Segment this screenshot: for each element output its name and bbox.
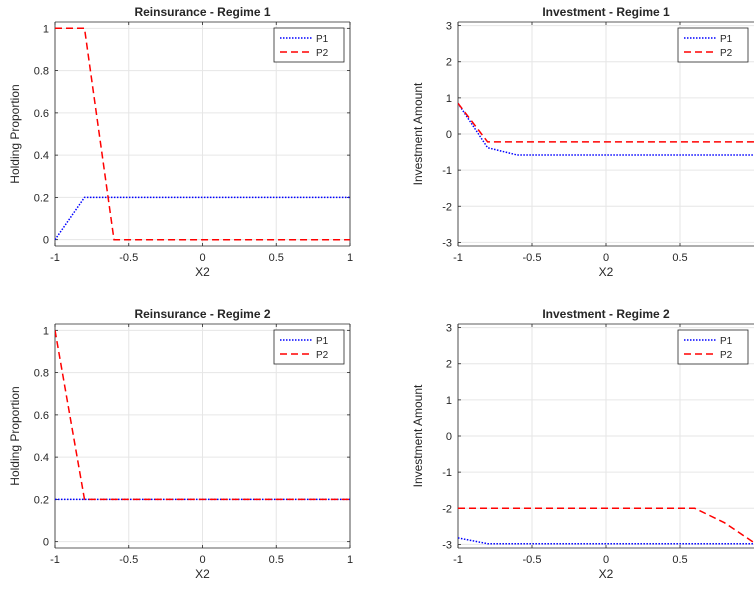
legend-box xyxy=(273,329,345,365)
y-tick-label: 0 xyxy=(446,431,452,443)
y-tick-label: 0.6 xyxy=(34,410,49,422)
x-tick-label: 0 xyxy=(199,252,205,264)
x-tick-label: -0.5 xyxy=(523,252,542,264)
y-tick-label: -1 xyxy=(442,467,452,479)
chart-title: Reinsurance - Regime 1 xyxy=(134,5,270,19)
x-tick-label: -1 xyxy=(50,252,60,264)
chart-panel-3: -1 -0.5 0 0.5 1 0 0.2 0.4 0.6 0.8 1 Reinsurance - R… xyxy=(8,307,353,581)
y-tick-label: 1 xyxy=(43,23,49,35)
y-tick-label: -3 xyxy=(442,237,452,249)
y-tick-label: 0.8 xyxy=(34,368,49,380)
x-tick-label: 0.5 xyxy=(269,554,284,566)
y-axis-label: Investment Amount xyxy=(411,82,425,185)
series-group xyxy=(55,27,350,241)
y-tick-label: 0.2 xyxy=(34,494,49,506)
x-tick-label: 0 xyxy=(603,252,609,264)
x-axis-label: X2 xyxy=(599,567,614,581)
legend-box xyxy=(677,27,749,63)
x-tick-label: 1 xyxy=(347,554,353,566)
x-tick-label: -0.5 xyxy=(119,252,138,264)
series-line-p1 xyxy=(55,196,350,241)
x-tick-label: -0.5 xyxy=(119,554,138,566)
y-tick-label: 1 xyxy=(43,325,49,337)
y-axis-label: Holding Proportion xyxy=(8,84,22,183)
y-tick-label: 1 xyxy=(446,93,452,105)
series-line-p1 xyxy=(458,102,754,156)
y-tick-label: 2 xyxy=(446,57,452,69)
chart-title: Reinsurance - Regime 2 xyxy=(134,307,270,321)
y-tick-label: -3 xyxy=(442,539,452,551)
y-axis-label: Holding Proportion xyxy=(8,386,22,485)
legend-box xyxy=(677,329,749,365)
series-line-p2 xyxy=(458,507,754,544)
chart-panel-2: -1 -0.5 0 0.5 -3 -2 -1 0 1 2 3 Investment - Regime … xyxy=(411,5,754,279)
y-tick-label: 0.2 xyxy=(34,192,49,204)
series-group xyxy=(55,330,350,501)
x-axis-label: X2 xyxy=(195,265,210,279)
x-axis-label: X2 xyxy=(195,567,210,581)
y-tick-label: 1 xyxy=(446,395,452,407)
chart-panel-1: -1 -0.5 0 0.5 1 0 0.2 0.4 0.6 0.8 1 Reinsurance - R… xyxy=(8,5,353,279)
y-tick-label: 0.8 xyxy=(34,66,49,78)
x-tick-label: -0.5 xyxy=(523,554,542,566)
y-tick-label: 0.4 xyxy=(34,452,49,464)
x-tick-label: -1 xyxy=(50,554,60,566)
x-tick-label: 0.5 xyxy=(672,554,687,566)
x-tick-label: 0 xyxy=(603,554,609,566)
x-tick-label: -1 xyxy=(453,252,463,264)
y-tick-label: -2 xyxy=(442,503,452,515)
series-line-p2 xyxy=(458,102,754,143)
y-tick-label: 0 xyxy=(43,235,49,247)
legend-label-p1: P1 xyxy=(316,34,329,45)
series-group xyxy=(458,102,754,156)
series-group xyxy=(458,507,754,545)
y-tick-label: 3 xyxy=(446,323,452,335)
legend-box xyxy=(273,27,345,63)
x-tick-label: 0.5 xyxy=(269,252,284,264)
y-tick-label: -1 xyxy=(442,165,452,177)
chart-title: Investment - Regime 1 xyxy=(542,5,670,19)
x-tick-label: 0 xyxy=(199,554,205,566)
y-tick-label: 0.4 xyxy=(34,150,49,162)
y-tick-label: 0 xyxy=(446,129,452,141)
legend-label-p1: P1 xyxy=(316,336,329,347)
legend-label-p2: P2 xyxy=(720,350,733,361)
chart-panel-4: -1 -0.5 0 0.5 -3 -2 -1 0 1 2 3 Investment - Regime … xyxy=(411,307,754,581)
x-tick-label: 0.5 xyxy=(672,252,687,264)
x-tick-label: -1 xyxy=(453,554,463,566)
legend-label-p2: P2 xyxy=(316,48,329,59)
y-tick-label: 3 xyxy=(446,21,452,33)
y-tick-label: 2 xyxy=(446,359,452,371)
x-tick-label: 1 xyxy=(347,252,353,264)
y-tick-label: 0.6 xyxy=(34,108,49,120)
y-axis-label: Investment Amount xyxy=(411,384,425,487)
legend-label-p1: P1 xyxy=(720,34,733,45)
series-line-p2 xyxy=(55,330,350,501)
y-tick-label: 0 xyxy=(43,537,49,549)
legend-label-p1: P1 xyxy=(720,336,733,347)
legend-label-p2: P2 xyxy=(720,48,733,59)
chart-title: Investment - Regime 2 xyxy=(542,307,670,321)
x-axis-label: X2 xyxy=(599,265,614,279)
legend-label-p2: P2 xyxy=(316,350,329,361)
series-line-p1 xyxy=(458,537,754,545)
series-line-p2 xyxy=(55,27,350,241)
y-tick-label: -2 xyxy=(442,201,452,213)
